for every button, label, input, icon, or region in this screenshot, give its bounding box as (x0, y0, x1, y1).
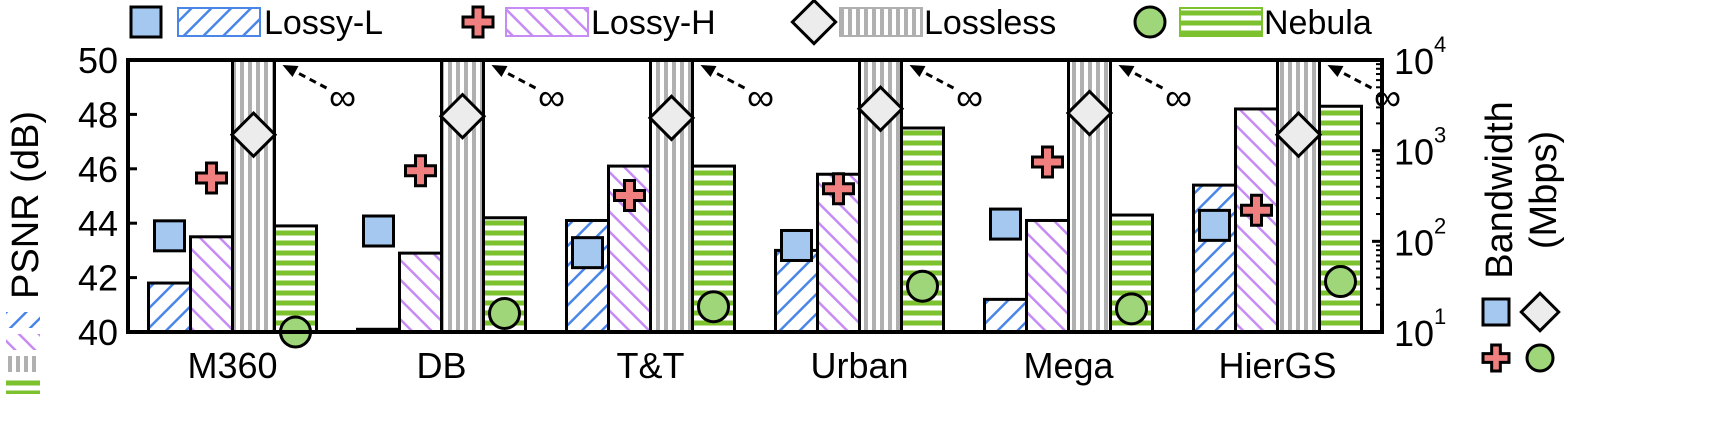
marker-lossy-h-2 (613, 179, 646, 213)
right-legend-marker-lossy-h (1481, 343, 1511, 373)
marker-lossless-4 (1065, 89, 1114, 137)
infinity-arrowhead-2 (700, 65, 717, 77)
y-tick-label-0: 40 (78, 312, 118, 353)
x-tick-label-5: HierGS (1218, 345, 1336, 386)
y2-tick-exp-0: 1 (1434, 304, 1446, 329)
y-tick-label-1: 42 (78, 258, 118, 299)
bar-lossy-h-0 (189, 235, 234, 334)
y2-axis-label-line1: Bandwidth (1479, 101, 1521, 278)
infinity-label-3: ∞ (956, 77, 983, 119)
y2-tick-label-3: 10 (1394, 41, 1434, 82)
bandwidth-markers (153, 85, 1357, 349)
y2-tick-exp-3: 4 (1434, 32, 1446, 57)
infinity-arrowhead-0 (282, 65, 299, 77)
infinity-label-0: ∞ (329, 77, 356, 119)
marker-nebula-3 (906, 269, 939, 303)
x-tick-label-4: Mega (1023, 345, 1114, 386)
marker-lossless-1 (438, 92, 487, 140)
marker-lossy-h-4 (1031, 145, 1064, 179)
infinity-label-4: ∞ (1165, 77, 1192, 119)
marker-nebula-4 (1115, 292, 1148, 326)
y2-tick-exp-2: 3 (1434, 123, 1446, 148)
legend-label-lossless: Lossless (924, 4, 1056, 42)
right-legend-marker-nebula (1525, 343, 1555, 373)
legend-swatch-lossy-h (505, 7, 589, 37)
marker-lossless-0 (229, 110, 278, 159)
marker-nebula-1 (488, 296, 521, 330)
x-tick-label-2: T&T (617, 345, 685, 386)
legend-swatch-nebula (1179, 7, 1263, 37)
bar-lossless-5 (1276, 58, 1321, 334)
marker-lossy-h-3 (822, 172, 855, 206)
bar-lossy-l-0 (147, 281, 192, 334)
y2-tick-label-0: 10 (1394, 313, 1434, 354)
infinity-label-5: ∞ (1374, 77, 1401, 119)
bar-lossy-l-4 (983, 297, 1028, 334)
marker-lossy-l-4 (989, 207, 1022, 241)
legend-label-lossy-l: Lossy-L (264, 4, 383, 42)
marker-lossy-l-2 (571, 236, 604, 270)
right-legend-marker-lossless (1519, 291, 1561, 333)
y-tick-label-4: 48 (78, 94, 118, 135)
marker-lossy-h-5 (1240, 193, 1273, 227)
marker-nebula-2 (697, 290, 730, 324)
y-tick-label-3: 46 (78, 149, 118, 190)
legend-marker-lossy-l (129, 5, 163, 39)
left-legend-swatch-lossy-l (6, 312, 40, 328)
marker-lossy-h-0 (195, 161, 228, 195)
infinity-label-1: ∞ (538, 77, 565, 119)
y-tick-label-2: 44 (78, 203, 118, 244)
marker-nebula-5 (1324, 265, 1357, 299)
legend-marker-lossy-h (461, 5, 495, 39)
right-legend-marker-lossy-l (1481, 297, 1511, 327)
x-tick-label-3: Urban (810, 345, 908, 386)
left-legend-swatch-lossy-h (6, 334, 40, 350)
bar-lossy-h-4 (1025, 218, 1070, 334)
infinity-arrowhead-5 (1327, 65, 1344, 77)
marker-lossy-l-5 (1198, 208, 1231, 242)
left-legend-swatch-nebula (6, 378, 40, 394)
infinity-annotations: ∞ ∞ ∞ ∞ ∞ ∞ (282, 65, 1401, 119)
legend-label-nebula: Nebula (1264, 4, 1372, 42)
legend-swatch-lossy-l (177, 7, 261, 37)
bar-lossy-h-1 (398, 251, 443, 334)
y2-axis-label-line2: (Mbps) (1523, 131, 1565, 249)
bar-lossless-0 (231, 58, 276, 334)
marker-lossy-h-1 (404, 154, 437, 188)
infinity-label-2: ∞ (747, 77, 774, 119)
legend-label-lossy-h: Lossy-H (591, 4, 716, 42)
x-tick-label-1: DB (416, 345, 466, 386)
bar-lossy-l-3 (774, 248, 819, 334)
x-tick-label-0: M360 (187, 345, 277, 386)
y-tick-label-5: 50 (78, 40, 118, 81)
infinity-arrowhead-4 (1118, 65, 1135, 77)
y2-tick-label-2: 10 (1394, 132, 1434, 173)
marker-lossy-l-3 (780, 228, 813, 262)
legend: Lossy-L Lossy-H Lossless Nebula (129, 0, 1372, 46)
y-axis-label: PSNR (dB) (5, 111, 47, 299)
legend-marker-nebula (1133, 5, 1167, 39)
marker-lossy-l-0 (153, 219, 186, 253)
infinity-arrowhead-3 (909, 65, 926, 77)
marker-lossy-l-1 (362, 214, 395, 248)
y2-tick-label-1: 10 (1394, 222, 1434, 263)
legend-marker-lossless (790, 0, 838, 46)
bar-nebula-0 (273, 224, 318, 334)
bar-nebula-5 (1318, 104, 1363, 334)
marker-lossless-3 (856, 85, 905, 133)
left-axis-legend-swatches (6, 312, 40, 394)
infinity-arrowhead-1 (491, 65, 508, 77)
marker-lossless-5 (1274, 110, 1323, 159)
right-axis-legend-markers (1481, 291, 1561, 373)
left-legend-swatch-lossless (6, 356, 40, 372)
bar-lossy-l-5 (1192, 183, 1237, 334)
y2-tick-exp-1: 2 (1434, 213, 1446, 238)
marker-lossless-2 (647, 94, 696, 142)
plot-frame (126, 58, 1384, 334)
legend-swatch-lossless (839, 7, 923, 37)
